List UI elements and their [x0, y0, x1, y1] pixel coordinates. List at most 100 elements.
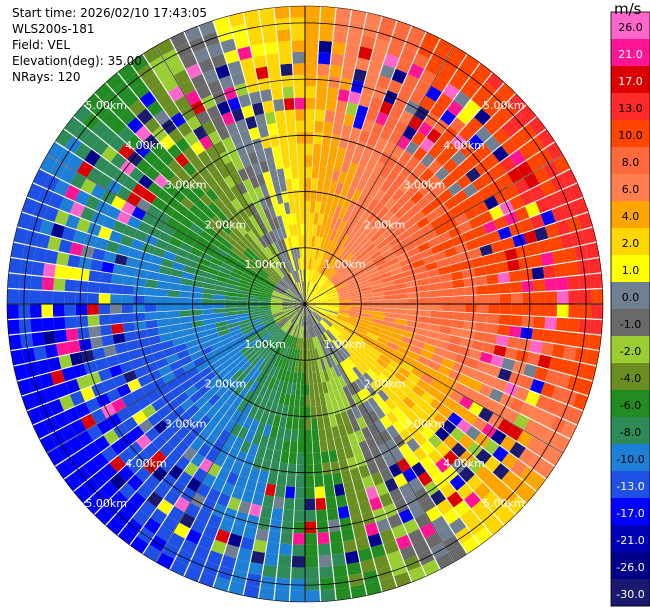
velocity-gate — [325, 215, 334, 228]
velocity-gate — [239, 321, 252, 329]
field-label: Field: VEL — [12, 38, 71, 52]
velocity-gate — [192, 125, 208, 141]
velocity-gate — [293, 300, 305, 304]
velocity-gate — [314, 109, 325, 122]
velocity-gate — [92, 138, 109, 156]
velocity-gate — [322, 332, 330, 344]
velocity-gate — [287, 311, 297, 321]
velocity-gate — [205, 448, 219, 463]
velocity-gate — [276, 168, 286, 181]
velocity-gate — [518, 338, 532, 352]
velocity-gate — [439, 384, 454, 398]
velocity-gate — [296, 143, 305, 156]
velocity-gate — [279, 52, 292, 65]
velocity-gate — [424, 261, 438, 272]
velocity-gate — [319, 17, 335, 31]
velocity-gate — [310, 337, 315, 350]
velocity-gate — [228, 215, 240, 228]
velocity-gate — [420, 440, 436, 456]
velocity-gate — [305, 120, 315, 133]
velocity-gate — [295, 383, 301, 396]
velocity-gate — [151, 377, 166, 390]
velocity-gate — [282, 296, 295, 302]
velocity-gate — [292, 271, 298, 283]
velocity-gate — [332, 122, 343, 136]
velocity-gate — [482, 253, 496, 266]
velocity-gate — [372, 393, 385, 406]
velocity-gate — [398, 508, 414, 524]
velocity-gate — [305, 292, 309, 304]
velocity-gate — [83, 496, 102, 515]
velocity-gate — [478, 407, 494, 423]
velocity-gate — [230, 423, 243, 437]
velocity-gate — [314, 309, 325, 317]
velocity-gate — [396, 298, 409, 304]
velocity-gate — [245, 478, 258, 493]
velocity-gate — [199, 135, 213, 150]
velocity-gate — [336, 147, 347, 160]
velocity-gate — [325, 252, 334, 265]
velocity-gate — [179, 291, 191, 298]
velocity-gate — [156, 188, 172, 203]
velocity-gate — [362, 338, 375, 348]
velocity-gate — [367, 246, 380, 257]
velocity-gate — [387, 79, 403, 95]
velocity-gate — [478, 210, 494, 225]
velocity-gate — [407, 292, 420, 299]
velocity-gate — [116, 185, 132, 201]
velocity-gate — [328, 355, 337, 367]
velocity-gate — [103, 251, 117, 264]
velocity-gate — [459, 396, 474, 410]
velocity-gate — [458, 434, 474, 450]
velocity-gate — [159, 332, 173, 343]
velocity-gate — [284, 249, 291, 262]
velocity-gate — [293, 301, 305, 304]
velocity-gate — [272, 414, 281, 428]
velocity-gate — [75, 292, 88, 304]
velocity-gate — [408, 63, 425, 80]
velocity-gate — [143, 544, 162, 562]
velocity-gate — [555, 276, 569, 291]
velocity-gate — [56, 252, 70, 266]
velocity-gate — [300, 338, 304, 350]
velocity-gate — [158, 231, 173, 244]
velocity-gate — [311, 285, 320, 296]
velocity-gate — [305, 17, 320, 30]
velocity-gate — [7, 319, 20, 335]
velocity-gate — [156, 384, 171, 398]
velocity-gate — [20, 259, 34, 275]
velocity-gate — [285, 290, 296, 298]
velocity-gate — [430, 378, 444, 392]
velocity-gate — [134, 450, 151, 466]
velocity-gate — [328, 76, 341, 89]
velocity-gate — [487, 364, 502, 378]
velocity-gate — [379, 192, 392, 206]
velocity-gate — [251, 320, 264, 328]
velocity-gate — [247, 151, 259, 165]
velocity-gate — [161, 391, 175, 405]
velocity-gate — [283, 295, 295, 301]
velocity-gate — [198, 383, 212, 396]
velocity-gate — [498, 282, 512, 294]
velocity-gate — [305, 300, 317, 304]
velocity-gate — [271, 293, 284, 299]
velocity-gate — [397, 230, 411, 242]
velocity-gate — [112, 374, 127, 388]
velocity-gate — [355, 57, 370, 72]
velocity-gate — [453, 295, 466, 304]
velocity-gate — [262, 334, 273, 345]
colorbar-tick-label: -2.0 — [620, 345, 641, 358]
velocity-gate — [208, 262, 222, 271]
velocity-gate — [317, 275, 326, 286]
velocity-gate — [92, 248, 106, 261]
velocity-gate — [405, 140, 420, 156]
elevation-label: Elevation(deg): 35.00 — [12, 54, 142, 68]
velocity-gate — [272, 328, 282, 339]
velocity-gate — [36, 359, 51, 375]
velocity-gate — [240, 324, 253, 332]
velocity-gate — [402, 125, 418, 141]
velocity-gate — [297, 361, 302, 373]
velocity-gate — [507, 424, 524, 441]
colorbar-bin — [611, 417, 650, 445]
velocity-gate — [473, 266, 487, 277]
